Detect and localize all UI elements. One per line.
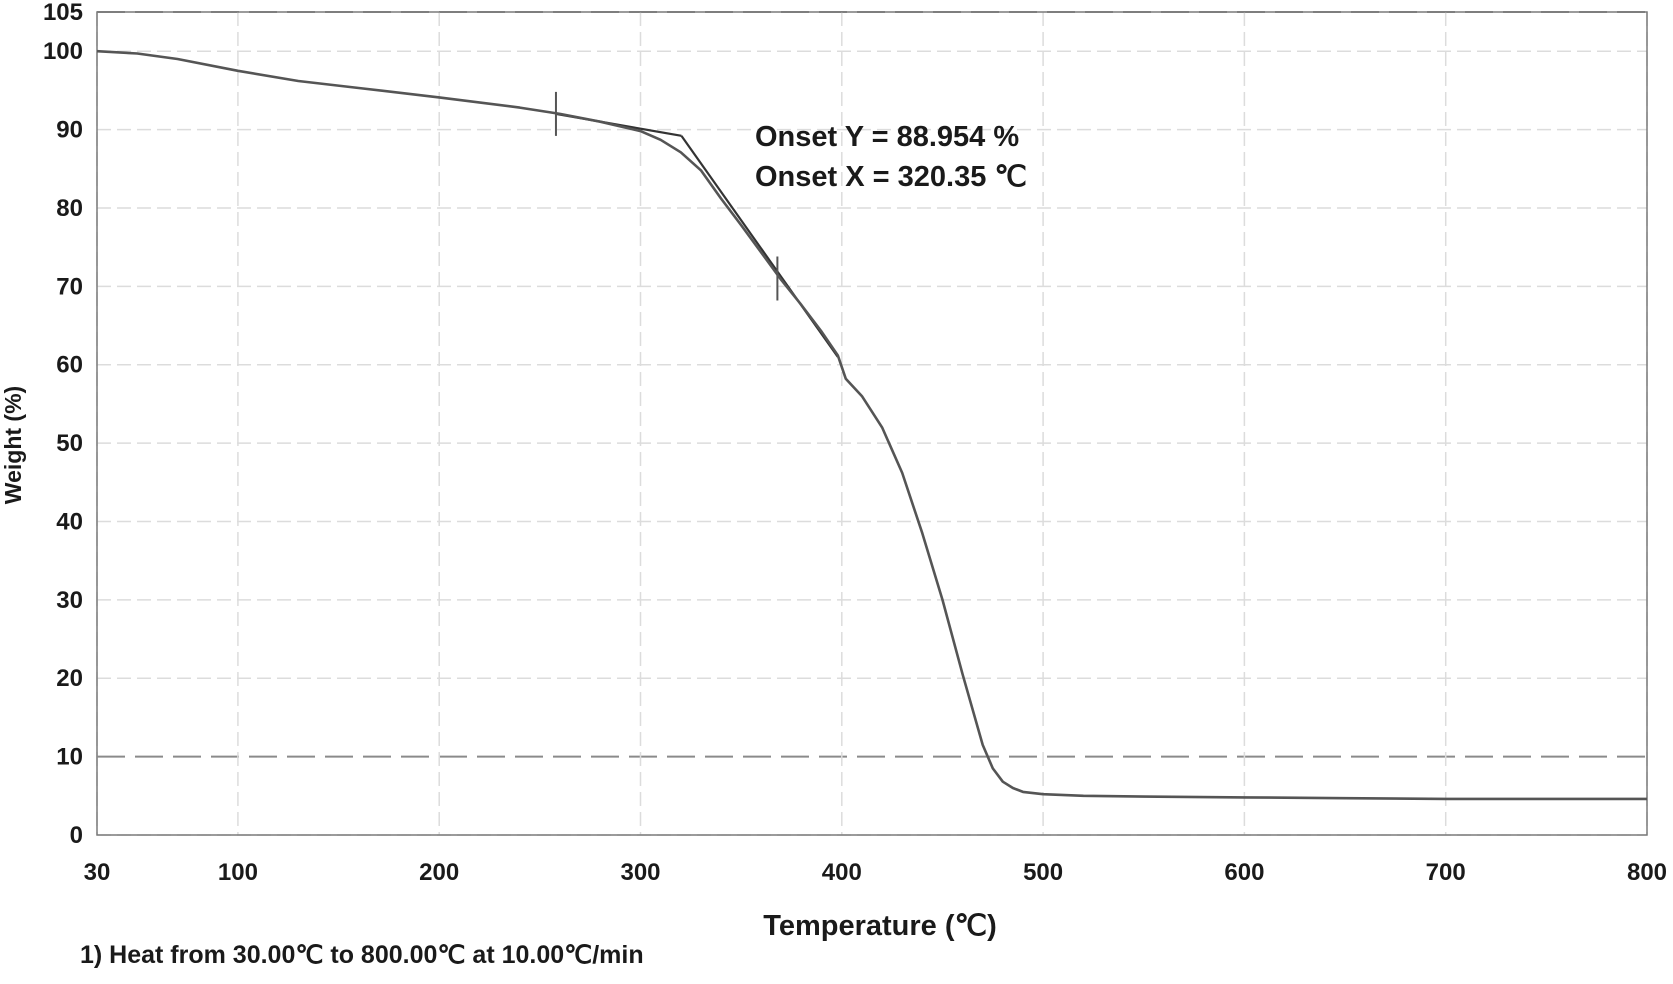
y-tick-label: 100 [43,38,83,65]
y-axis-title: Weight (%) [0,386,26,504]
x-tick-label: 500 [1023,859,1063,886]
method-footnote: 1) Heat from 30.00℃ to 800.00℃ at 10.00℃… [80,941,644,969]
y-tick-label: 50 [56,430,83,457]
x-tick-label: 600 [1224,859,1264,886]
x-tick-label: 100 [218,859,258,886]
y-tick-label: 30 [56,587,83,614]
x-tick-label: 800 [1627,859,1667,886]
weight-curve [96,49,1647,801]
x-tick-label: 400 [822,859,862,886]
y-tick-label: 20 [56,665,83,692]
y-tick-label: 70 [56,273,83,300]
y-tick-label: 60 [56,352,83,379]
onset-y-annotation: Onset Y = 88.954 % [755,121,1019,153]
y-tick-label: 105 [43,0,83,26]
onset-markers [554,91,779,301]
tick-labels: 0 10 20 30 40 50 60 70 80 90 100 105 30 100 200 300 400 5… [43,0,1667,886]
y-tick-label: 40 [56,508,83,535]
x-axis-title: Temperature (℃) [763,910,996,942]
plot-frame [96,11,1648,836]
x-tick-label: 200 [419,859,459,886]
y-tick-label: 80 [56,195,83,222]
x-tick-label: 300 [620,859,660,886]
y-tick-label: 0 [70,822,83,849]
y-tick-label: 90 [56,117,83,144]
onset-x-annotation: Onset X = 320.35 ℃ [755,161,1027,193]
x-tick-label: 30 [84,859,111,886]
x-tick-label: 700 [1426,859,1466,886]
y-tick-label: 10 [56,744,83,771]
